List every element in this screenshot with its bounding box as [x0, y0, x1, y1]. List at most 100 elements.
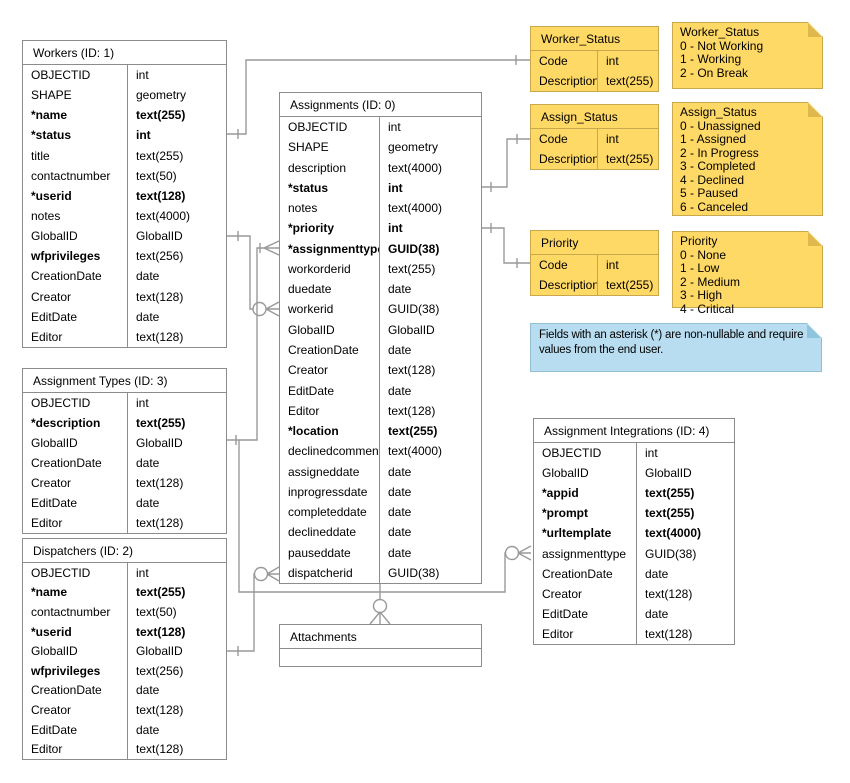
field-type-cell: geometry [127, 85, 226, 106]
field-name-cell: inprogressdate [288, 484, 368, 499]
field-type-cell: text(255) [379, 258, 481, 280]
domain-table-worker-status: Worker_Status Code int Description text(255… [530, 26, 659, 92]
field-name-cell: *prompt [542, 506, 588, 521]
field-rows: OBJECTID int SHAPE geometry *name text(255) *s… [23, 65, 226, 347]
field-type-cell: text(128) [636, 623, 734, 644]
entity-table-dispatchers: Dispatchers (ID: 2) OBJECTID int *name text… [22, 538, 227, 760]
field-name-cell: *userid [31, 188, 72, 203]
field-name-cell: Creator [542, 586, 583, 601]
field-type-cell: text(256) [127, 661, 226, 681]
field-name-cell: wfprivileges [31, 663, 101, 678]
table-title: Attachments [280, 625, 481, 649]
field-type-cell: text(255) [636, 483, 734, 504]
note-line: Assign_Status [680, 105, 757, 119]
field-type-cell: text(256) [127, 246, 226, 267]
field-name-cell: *urltemplate [542, 526, 612, 541]
field-name-cell: Code [539, 132, 568, 146]
field-name-cell: title [31, 148, 50, 163]
field-name-cell: Description [539, 74, 597, 88]
field-name-cell: notes [31, 209, 61, 224]
domain-table-assign-status: Assign_Status Code int Description text(255… [530, 104, 659, 170]
field-name-cell: *priority [288, 221, 335, 236]
field-type-cell: date [127, 453, 226, 473]
field-rows: Code int Description text(255) [531, 51, 658, 91]
field-name-cell: *appid [542, 486, 579, 501]
field-type-cell: text(4000) [379, 441, 481, 462]
field-name-cell: *userid [31, 624, 72, 639]
connector-assignments-status-domain [482, 134, 530, 192]
field-name-cell: Editor [31, 516, 63, 530]
field-type-cell: GUID(38) [379, 238, 481, 259]
field-rows: OBJECTID int *description text(255) GlobalID… [23, 393, 226, 533]
field-type-cell: text(128) [636, 583, 734, 604]
note-assign-status-values: Assign_Status 0 - Unassigned 1 - Assigned 2… [672, 102, 823, 216]
field-name-cell: Description [539, 152, 597, 166]
field-type-cell: int [597, 255, 658, 275]
field-type-cell: text(128) [127, 185, 226, 206]
field-type-cell: text(255) [379, 420, 481, 442]
field-name-cell: *name [31, 108, 68, 123]
field-name-cell: *description [31, 416, 101, 430]
field-name-cell: CreationDate [542, 566, 613, 581]
note-fold-icon [808, 232, 822, 246]
connector-assignments-priority-domain [482, 223, 530, 268]
note-line: 5 - Paused [680, 186, 739, 200]
note-fold-icon [808, 23, 822, 37]
field-name-cell: GlobalID [31, 229, 78, 244]
entity-table-assignment-types: Assignment Types (ID: 3) OBJECTID int *des… [22, 368, 227, 534]
field-name-cell: wfprivileges [31, 249, 101, 264]
field-name-cell: CreationDate [31, 269, 102, 284]
field-name-cell: declineddate [288, 525, 357, 540]
note-fold-icon [808, 103, 822, 117]
note-line: 1 - Assigned [680, 132, 747, 146]
field-name-cell: EditDate [288, 383, 335, 398]
field-type-cell: date [379, 461, 481, 482]
field-name-cell: assignmenttype [542, 546, 627, 561]
field-type-cell: text(50) [127, 165, 226, 186]
note-text: Fields with an asterisk (*) are non-null… [539, 329, 804, 356]
field-type-cell: int [379, 177, 481, 199]
note-line: 0 - Not Working [680, 38, 764, 53]
field-name-cell: GlobalID [288, 322, 335, 337]
field-name-cell: GlobalID [542, 466, 589, 481]
field-type-cell: date [636, 603, 734, 624]
field-name-cell: EditDate [31, 309, 78, 324]
note-line: 3 - Completed [680, 159, 756, 173]
connector-workers-assignments [227, 231, 280, 317]
field-type-cell: GUID(38) [379, 299, 481, 320]
field-type-cell: GlobalID [379, 319, 481, 340]
field-type-cell: date [379, 522, 481, 543]
table-title: Dispatchers (ID: 2) [23, 539, 226, 563]
note-text: Assign_Status 0 - Unassigned 1 - Assigned 2… [680, 105, 822, 214]
note-line: 0 - Unassigned [680, 118, 761, 133]
field-type-cell: text(255) [597, 275, 658, 295]
field-type-cell: text(4000) [636, 523, 734, 544]
field-name-cell: *status [288, 180, 329, 195]
field-type-cell: text(255) [127, 105, 226, 126]
field-name-cell: workerid [288, 302, 334, 317]
note-fold-icon [807, 324, 821, 338]
table-title: Assignment Types (ID: 3) [23, 369, 226, 393]
field-type-cell: text(4000) [127, 205, 226, 227]
field-type-cell: date [379, 542, 481, 563]
field-name-cell: EditDate [542, 606, 589, 621]
field-name-cell: completeddate [288, 505, 367, 520]
field-name-cell: Creator [288, 363, 329, 378]
note-line: Worker_Status [680, 25, 760, 39]
table-title: Assignment Integrations (ID: 4) [534, 419, 734, 443]
field-name-cell: Creator [31, 289, 72, 304]
note-text: Worker_Status 0 - Not Working 1 - Working 2… [680, 25, 822, 80]
field-name-cell: EditDate [31, 722, 78, 737]
field-type-cell: text(255) [597, 71, 658, 91]
entity-table-workers: Workers (ID: 1) OBJECTID int SHAPE geometry… [22, 40, 227, 348]
field-type-cell: text(255) [127, 413, 226, 433]
field-name-cell: pauseddate [288, 545, 351, 560]
note-line: Priority [680, 234, 718, 248]
field-name-cell: Creator [31, 702, 72, 717]
field-name-cell: *name [31, 585, 68, 600]
note-line: 2 - In Progress [680, 145, 759, 160]
note-line: 3 - High [680, 288, 723, 302]
empty-row [280, 649, 481, 666]
field-name-cell: Description [539, 278, 597, 292]
field-type-cell: date [379, 339, 481, 361]
